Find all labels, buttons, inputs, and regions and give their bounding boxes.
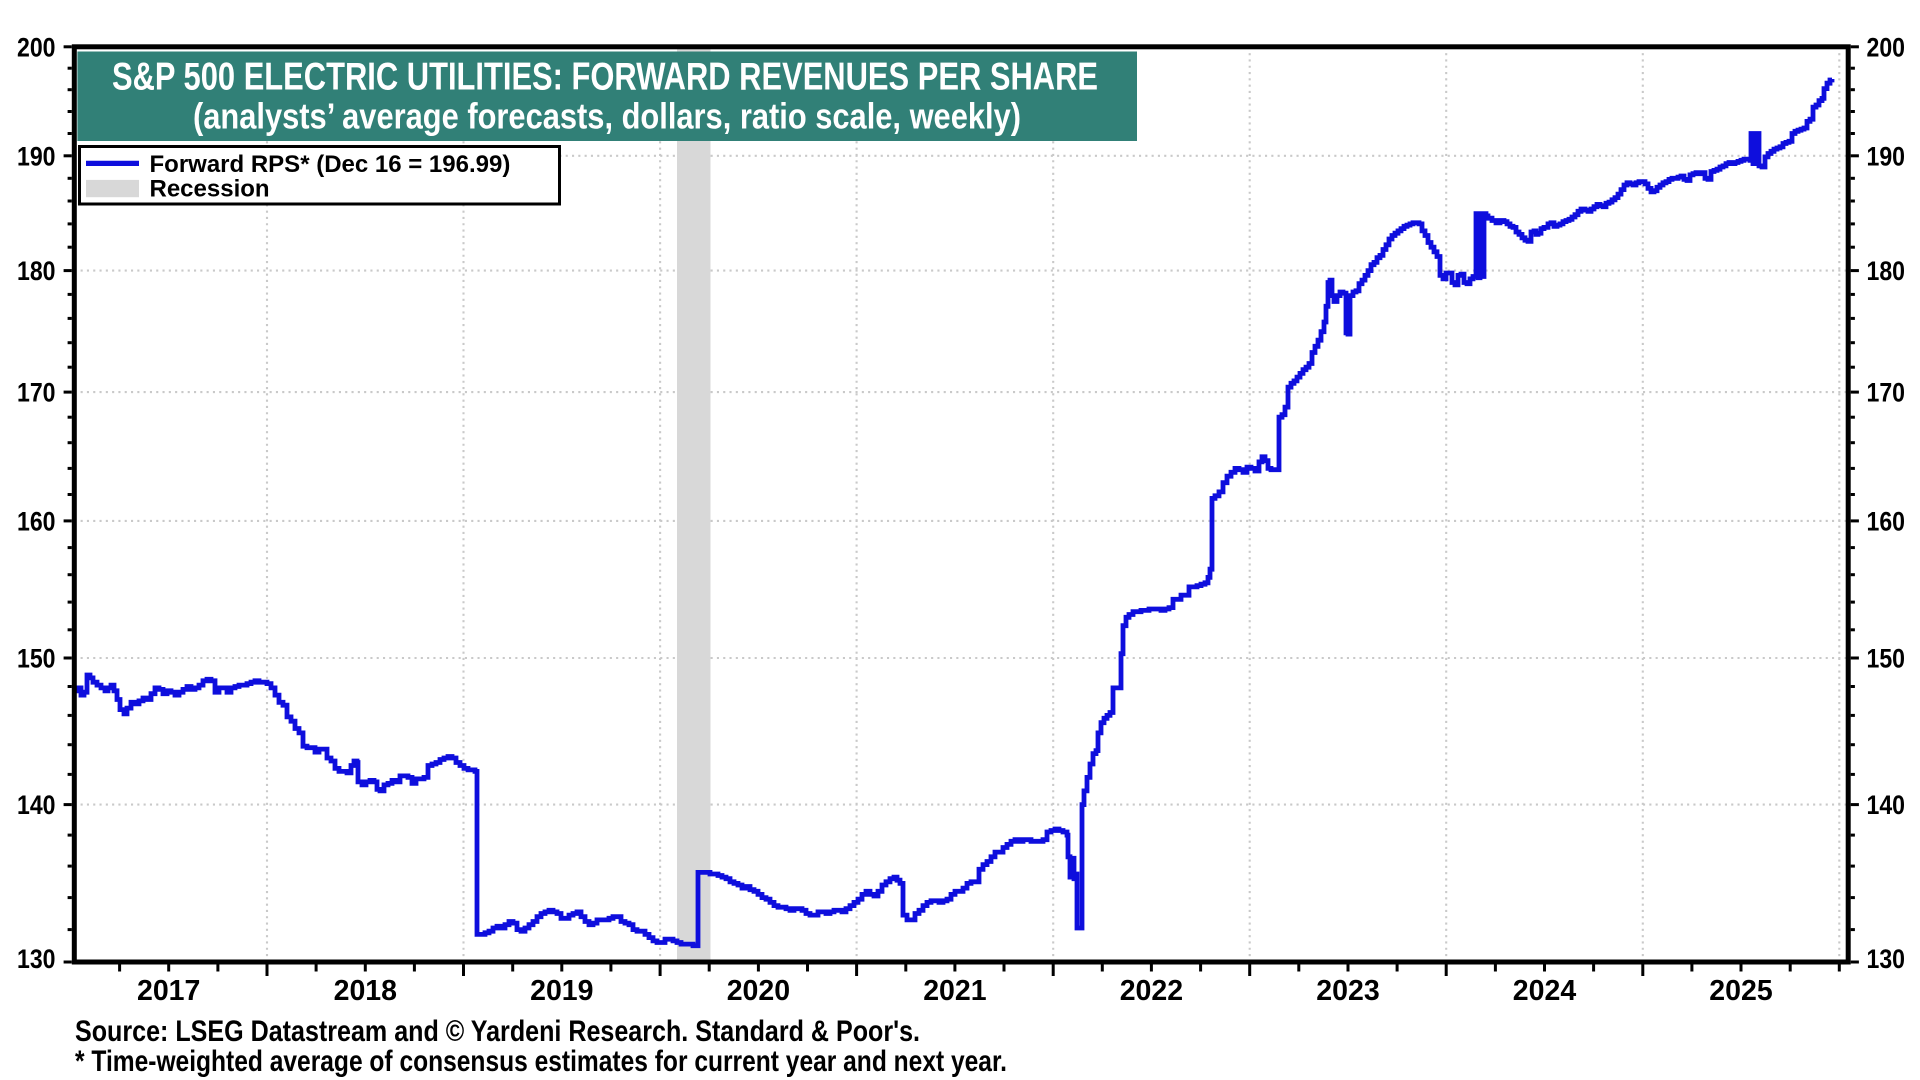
svg-text:170: 170 [17, 378, 56, 408]
svg-text:130: 130 [17, 944, 56, 974]
svg-text:2017: 2017 [137, 975, 200, 1007]
svg-text:200: 200 [1867, 32, 1906, 62]
svg-text:140: 140 [1867, 790, 1906, 820]
svg-text:(analysts’ average forecasts,: (analysts’ average forecasts, dollars, r… [193, 96, 1021, 137]
svg-text:2025: 2025 [1709, 975, 1773, 1007]
svg-text:Recession: Recession [150, 176, 270, 203]
svg-text:140: 140 [17, 790, 56, 820]
svg-text:170: 170 [1867, 378, 1906, 408]
svg-text:150: 150 [1867, 644, 1906, 674]
svg-text:130: 130 [1867, 944, 1906, 974]
svg-text:2024: 2024 [1513, 975, 1577, 1007]
svg-text:Source: LSEG Datastream and ©: Source: LSEG Datastream and © Yardeni Re… [75, 1015, 920, 1048]
svg-text:180: 180 [17, 256, 56, 286]
svg-text:2019: 2019 [530, 975, 593, 1007]
svg-text:190: 190 [17, 141, 56, 171]
svg-text:Forward RPS* (Dec 16 = 196.99): Forward RPS* (Dec 16 = 196.99) [150, 151, 511, 178]
svg-text:2023: 2023 [1316, 975, 1379, 1007]
svg-text:160: 160 [1867, 507, 1906, 537]
svg-text:2018: 2018 [334, 975, 397, 1007]
svg-text:180: 180 [1867, 256, 1906, 286]
svg-text:190: 190 [1867, 141, 1906, 171]
svg-text:150: 150 [17, 644, 56, 674]
svg-text:S&P 500 ELECTRIC UTILITIES: FO: S&P 500 ELECTRIC UTILITIES: FORWARD REVE… [112, 56, 1098, 99]
svg-text:160: 160 [17, 507, 56, 537]
svg-text:* Time-weighted average of con: * Time-weighted average of consensus est… [75, 1045, 1007, 1078]
svg-text:2022: 2022 [1120, 975, 1183, 1007]
svg-text:2020: 2020 [727, 975, 790, 1007]
svg-text:2021: 2021 [923, 975, 987, 1007]
svg-text:200: 200 [17, 32, 56, 62]
